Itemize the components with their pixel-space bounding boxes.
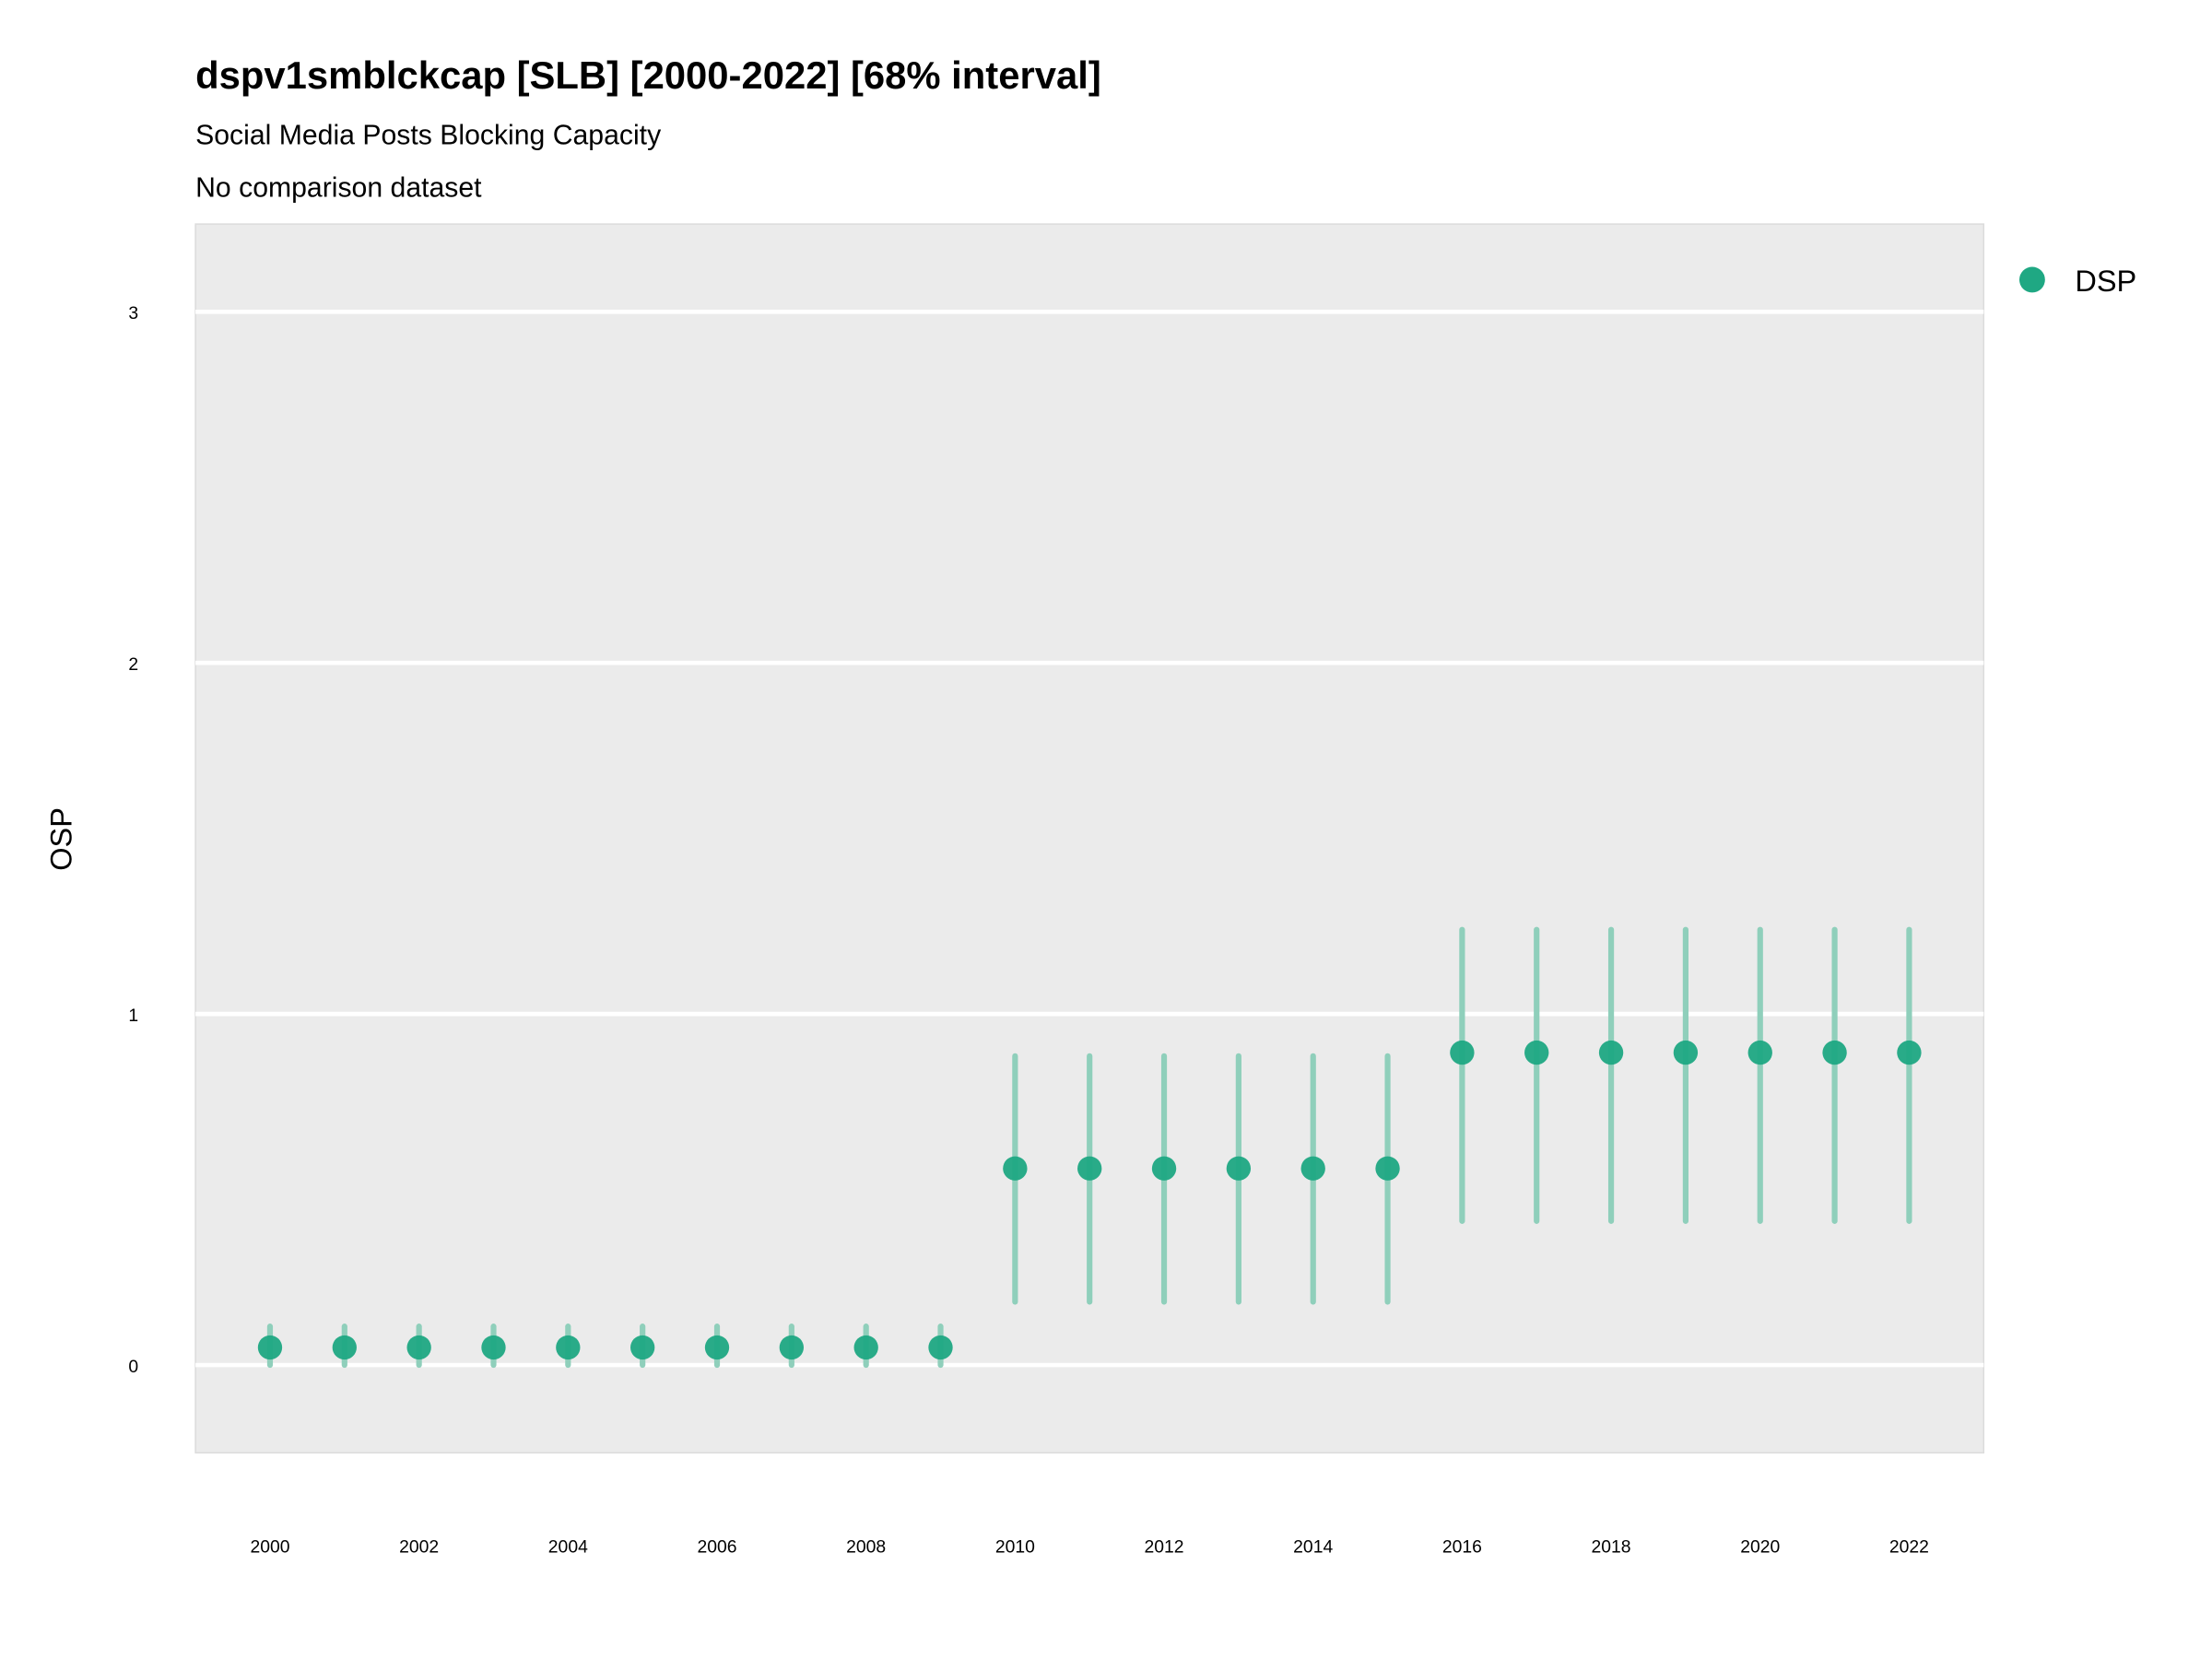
chart-subtitle: Social Media Posts Blocking Capacity [195,120,662,150]
x-tick-label: 2010 [995,1537,1035,1558]
y-tick-label: 1 [128,1006,138,1026]
chart-title: dspv1smblckcap [SLB] [2000-2022] [68% in… [195,53,1101,97]
data-point [1226,1156,1252,1181]
x-tick-label: 2012 [1145,1537,1184,1558]
data-point [1673,1040,1699,1065]
data-point [704,1335,730,1360]
data-point [928,1335,953,1360]
data-point [779,1335,805,1360]
y-tick-label: 2 [128,654,138,675]
x-tick-label: 2020 [1740,1537,1780,1558]
data-point [1524,1040,1549,1065]
legend-label-dsp: DSP [2075,265,2136,298]
y-tick-label: 3 [128,303,138,324]
x-tick-label: 2014 [1293,1537,1333,1558]
data-point [1897,1040,1922,1065]
data-point [1077,1156,1102,1181]
data-point [1822,1040,1847,1065]
data-point [406,1335,431,1360]
data-point [1747,1040,1772,1065]
data-point [1300,1156,1325,1181]
x-tick-label: 2002 [399,1537,439,1558]
data-point [1450,1040,1475,1065]
y-tick-label: 0 [128,1357,138,1377]
x-tick-label: 2004 [548,1537,588,1558]
data-point [332,1335,357,1360]
data-point [556,1335,581,1360]
data-point [1151,1156,1177,1181]
chart-caption: No comparison dataset [195,173,482,204]
x-tick-label: 2006 [697,1537,736,1558]
data-point [481,1335,506,1360]
x-tick-label: 2018 [1592,1537,1631,1558]
data-point [257,1335,283,1360]
legend-key-dsp [2018,266,2045,293]
data-point [1375,1156,1400,1181]
x-tick-label: 2016 [1442,1537,1482,1558]
data-point [1598,1040,1624,1065]
data-point [1003,1156,1028,1181]
x-tick-label: 2022 [1889,1537,1929,1558]
data-point [853,1335,878,1360]
x-tick-label: 2008 [846,1537,886,1558]
data-point [630,1335,655,1360]
y-axis-label: OSP [44,807,77,871]
x-tick-label: 2000 [250,1537,289,1558]
